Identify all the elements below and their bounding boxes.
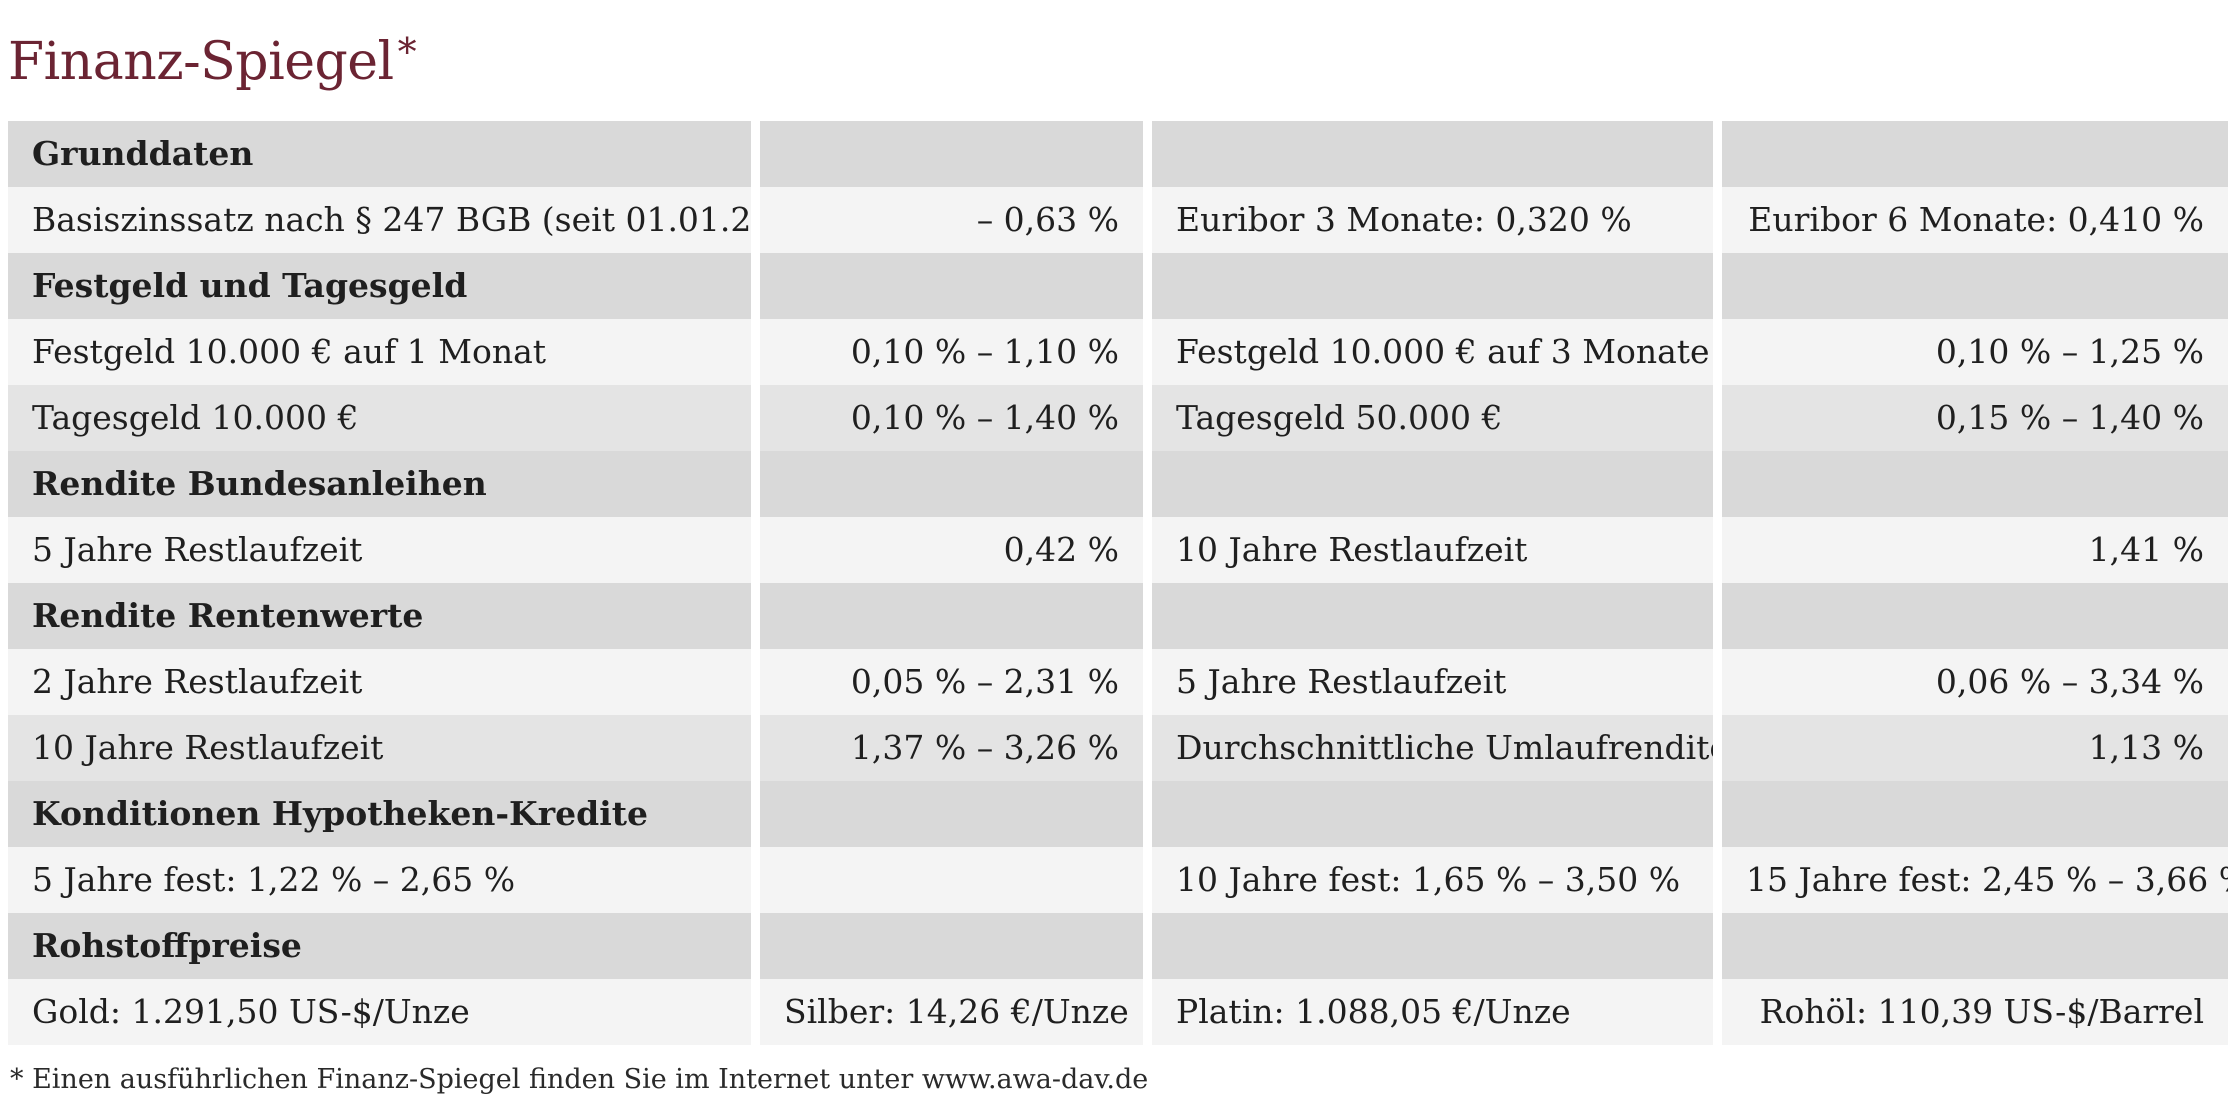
row-value: 1,37 % – 3,26 %	[760, 715, 1143, 781]
table-cell	[1152, 913, 1713, 979]
row-label: Durchschnittliche Umlaufrendite	[1152, 715, 1713, 781]
row-label: 5 Jahre Restlaufzeit	[1152, 649, 1713, 715]
table-cell	[1722, 253, 2228, 319]
row-label: Platin: 1.088,05 €/Unze	[1152, 979, 1713, 1045]
page-title: Finanz-Spiegel *	[8, 30, 417, 92]
table-cell	[760, 253, 1143, 319]
row-label: 10 Jahre Restlaufzeit	[1152, 517, 1713, 583]
table-row: Konditionen Hypotheken-Kredite	[8, 781, 2228, 847]
row-label: 2 Jahre Restlaufzeit	[8, 649, 751, 715]
row-label: 10 Jahre Restlaufzeit	[8, 715, 751, 781]
table-row: 5 Jahre Restlaufzeit 0,42 % 10 Jahre Res…	[8, 517, 2228, 583]
page-title-text: Finanz-Spiegel	[8, 32, 394, 92]
row-label: Basiszinssatz nach § 247 BGB (seit 01.01…	[8, 187, 751, 253]
table-row: Rendite Rentenwerte	[8, 583, 2228, 649]
row-label: Tagesgeld 10.000 €	[8, 385, 751, 451]
table-row: 10 Jahre Restlaufzeit 1,37 % – 3,26 % Du…	[8, 715, 2228, 781]
row-value: 0,05 % – 2,31 %	[760, 649, 1143, 715]
row-label: 5 Jahre Restlaufzeit	[8, 517, 751, 583]
table-row: 5 Jahre fest: 1,22 % – 2,65 % 10 Jahre f…	[8, 847, 2228, 913]
table-row: Basiszinssatz nach § 247 BGB (seit 01.01…	[8, 187, 2228, 253]
table-row: Rendite Bundesanleihen	[8, 451, 2228, 517]
table-cell	[760, 121, 1143, 187]
table-cell	[760, 781, 1143, 847]
row-value: 1,13 %	[1722, 715, 2228, 781]
row-value: 1,41 %	[1722, 517, 2228, 583]
table-cell	[1152, 583, 1713, 649]
table-row: Festgeld und Tagesgeld	[8, 253, 2228, 319]
table-row: Rohstoffpreise	[8, 913, 2228, 979]
section-heading: Rendite Rentenwerte	[8, 583, 751, 649]
table-cell	[1152, 253, 1713, 319]
row-value: 0,10 % – 1,40 %	[760, 385, 1143, 451]
table-row: Tagesgeld 10.000 € 0,10 % – 1,40 % Tages…	[8, 385, 2228, 451]
table-cell	[760, 913, 1143, 979]
row-label: Festgeld 10.000 € auf 3 Monate	[1152, 319, 1713, 385]
row-value: 0,10 % – 1,10 %	[760, 319, 1143, 385]
table-cell	[760, 583, 1143, 649]
row-label: Gold: 1.291,50 US-$/Unze	[8, 979, 751, 1045]
row-label: Festgeld 10.000 € auf 1 Monat	[8, 319, 751, 385]
table-cell	[1722, 451, 2228, 517]
table-cell	[760, 451, 1143, 517]
table-cell	[1152, 121, 1713, 187]
row-value: – 0,63 %	[760, 187, 1143, 253]
row-value	[760, 847, 1143, 913]
title-footnote-mark: *	[397, 30, 417, 74]
section-heading: Rohstoffpreise	[8, 913, 751, 979]
row-value: Silber: 14,26 €/Unze	[760, 979, 1143, 1045]
section-heading: Grunddaten	[8, 121, 751, 187]
row-value: 0,06 % – 3,34 %	[1722, 649, 2228, 715]
finance-table-body: Grunddaten Basiszinssatz nach § 247 BGB …	[8, 121, 2228, 1045]
table-row: Gold: 1.291,50 US-$/Unze Silber: 14,26 €…	[8, 979, 2228, 1045]
table-row: Festgeld 10.000 € auf 1 Monat 0,10 % – 1…	[8, 319, 2228, 385]
row-label: Euribor 3 Monate: 0,320 %	[1152, 187, 1713, 253]
table-cell	[1722, 583, 2228, 649]
row-value: 0,10 % – 1,25 %	[1722, 319, 2228, 385]
table-row: Grunddaten	[8, 121, 2228, 187]
section-heading: Festgeld und Tagesgeld	[8, 253, 751, 319]
table-row: 2 Jahre Restlaufzeit 0,05 % – 2,31 % 5 J…	[8, 649, 2228, 715]
row-value: 0,42 %	[760, 517, 1143, 583]
table-cell	[1152, 451, 1713, 517]
footnote: * Einen ausführlichen Finanz-Spiegel fin…	[10, 1064, 1149, 1095]
finance-table: Grunddaten Basiszinssatz nach § 247 BGB …	[0, 121, 2231, 1045]
table-cell	[1722, 913, 2228, 979]
row-value: 15 Jahre fest: 2,45 % – 3,66 %	[1722, 847, 2228, 913]
row-label: Tagesgeld 50.000 €	[1152, 385, 1713, 451]
row-value: Euribor 6 Monate: 0,410 %	[1722, 187, 2228, 253]
row-label: 10 Jahre fest: 1,65 % – 3,50 %	[1152, 847, 1713, 913]
section-heading: Konditionen Hypotheken-Kredite	[8, 781, 751, 847]
row-value: Rohöl: 110,39 US-$/Barrel	[1722, 979, 2228, 1045]
table-cell	[1722, 121, 2228, 187]
table-cell	[1152, 781, 1713, 847]
row-value: 0,15 % – 1,40 %	[1722, 385, 2228, 451]
section-heading: Rendite Bundesanleihen	[8, 451, 751, 517]
table-cell	[1722, 781, 2228, 847]
row-label: 5 Jahre fest: 1,22 % – 2,65 %	[8, 847, 751, 913]
